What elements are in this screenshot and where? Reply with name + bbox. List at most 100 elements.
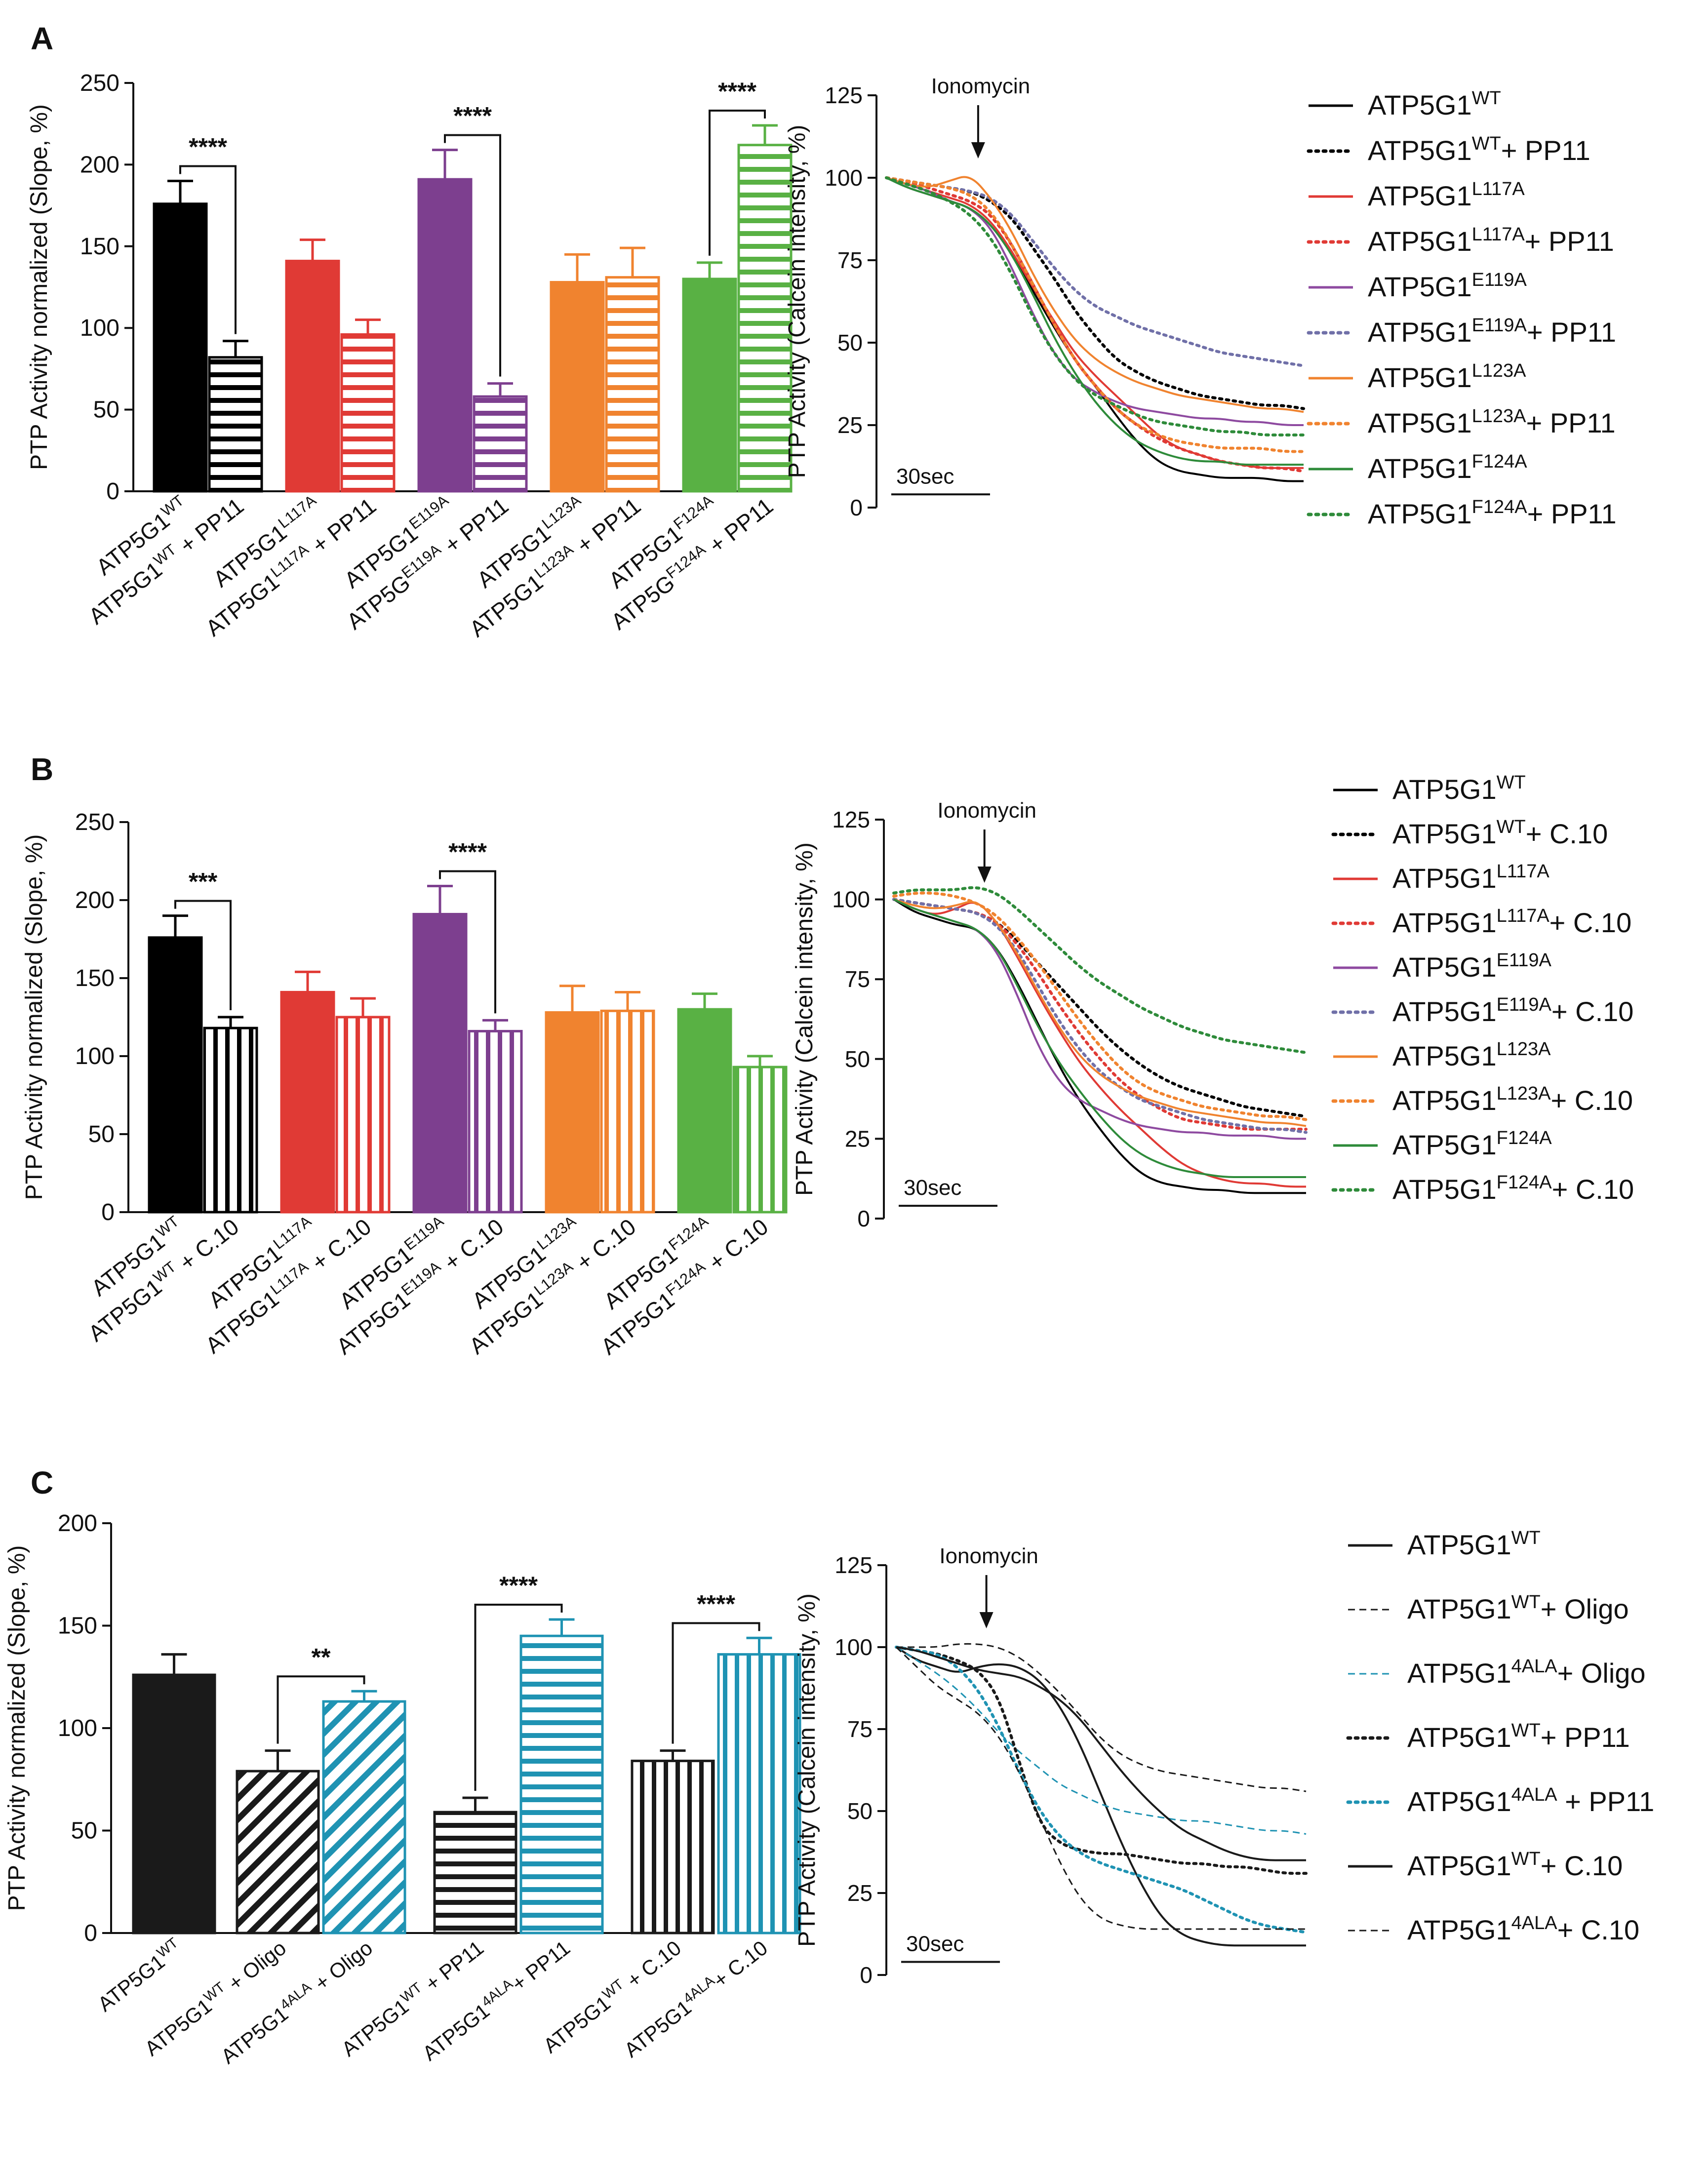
annotation-arrowhead [977,867,992,883]
legend-label-tail: + C.10 [1557,1914,1640,1945]
legend-label-sup: E119A [1472,270,1527,290]
bar [433,1811,517,1934]
y-tick-label: 150 [75,965,115,991]
legend-label-sup: WT [1511,1849,1541,1869]
legend-label-sup: WT [1511,1528,1541,1548]
bar-chart: 0 50 100 150 200 250 PTP Activity normalized (… [26,70,793,642]
x-tick-label-base: ATP5G1 [337,1995,413,2061]
series-line [895,1646,1306,1947]
legend-label-base: ATP5G1 [1368,362,1472,393]
x-tick-label: ATP5G1WT [92,1935,187,2016]
bar [153,202,208,493]
y-axis-title: PTP Activity normalized (Slope, %) [26,104,52,470]
bar [468,1029,523,1214]
x-tick-label: ATP5G14ALA+ C.10 [619,1935,772,2062]
legend-label-base: ATP5G1 [1407,1658,1511,1689]
legend-label-tail: + PP11 [1526,407,1616,438]
y-axis-title: PTP Activity (Calcein intensity, %) [784,125,810,478]
scale-bar-label: 30sec [906,1932,964,1956]
x-tick-label-tail: + PP11 [507,1936,574,1996]
bar [280,990,335,1214]
significance-bracket [174,900,232,1010]
x-tick-label-tail: + C.10 [618,1936,685,1996]
bar [417,178,473,493]
bar [208,356,263,493]
legend-label-sup: L123A [1497,1039,1551,1060]
legend-label-tail: + PP11 [1541,1722,1630,1753]
legend-label-sup: L123A [1472,406,1527,427]
legend-label-base: ATP5G1 [1407,1722,1511,1753]
bar [340,333,396,493]
legend-label-base: ATP5G1 [1392,774,1497,805]
y-tick-label: 200 [58,1510,97,1537]
x-tick-label-base: ATP5G1 [418,1999,494,2065]
legend-label-sup: WT [1511,1592,1541,1613]
x-tick-label-base: ATP5G1 [91,508,174,580]
panel-letter: A [31,21,53,56]
series-line [896,1643,1307,1792]
legend-label: ATP5G1L117A+ PP11 [1368,224,1614,257]
legend-label-base: ATP5G1 [1368,89,1472,120]
panel-C: C 0 50 100 150 200 PTP Activity normalized (Sl… [4,1465,1654,2068]
y-tick-label: 125 [832,807,870,832]
significance-bracket [709,110,766,256]
x-tick-label-tail: + C.10 [169,1214,243,1279]
legend-label: ATP5G1L117A [1392,861,1549,894]
x-tick-label-base: ATP5G1 [539,1991,614,2057]
panel-letter: C [31,1465,53,1500]
legend-label-base: ATP5G1 [1368,271,1472,302]
legend-label-sup: WT [1511,1720,1541,1741]
legend-label: ATP5G1WT+ C.10 [1392,817,1608,849]
x-tick-label-sup: F124A [670,491,716,533]
y-axis-title: PTP Activity (Calcein intensity, %) [794,1593,820,1947]
annotation-arrowhead [979,1612,993,1628]
x-tick-label-tail: + C.10 [566,1214,640,1279]
bar [600,1009,655,1214]
legend-label-sup: L117A [1472,179,1525,199]
legend-label: ATP5G1WT+ C.10 [1407,1849,1623,1881]
legend-label-base: ATP5G1 [1368,407,1472,438]
legend-label-base: ATP5G1 [1392,951,1497,983]
legend-label-tail: + Oligo [1557,1658,1646,1689]
y-tick-label: 150 [58,1613,97,1639]
series-line [886,177,1304,466]
legend-label-base: ATP5G1 [1392,996,1497,1027]
y-tick-label: 50 [837,330,863,355]
significance-label: **** [718,78,756,105]
y-tick-label: 200 [80,152,119,178]
significance-label: **** [189,133,227,160]
significance-bracket [277,1675,365,1744]
series-line [885,176,1305,473]
significance-label: ** [312,1643,331,1671]
legend-label: ATP5G14ALA+ C.10 [1407,1913,1639,1945]
legend-label: ATP5G1L117A [1368,179,1525,211]
legend-label-tail: + PP11 [1557,1786,1655,1817]
series-line [892,898,1308,1131]
legend-label-sup: E119A [1472,315,1527,336]
legend-label-base: ATP5G1 [1407,1593,1511,1624]
legend-label: ATP5G1WT [1368,88,1501,120]
legend-label-base: ATP5G1 [1392,1129,1497,1160]
legend-label-base: ATP5G1 [1368,316,1472,348]
legend-label-base: ATP5G1 [1368,226,1472,257]
bar [545,1011,600,1214]
y-tick-label: 0 [101,1199,115,1225]
legend-label-tail: + PP11 [1527,498,1617,529]
legend-label: ATP5G1WT+ PP11 [1368,133,1590,166]
legend-label: ATP5G14ALA+ Oligo [1407,1656,1646,1689]
legend-label-tail: + C.10 [1526,818,1608,849]
legend-label-base: ATP5G1 [1392,1085,1497,1116]
legend-label-sup: WT [1497,772,1526,793]
x-tick-label-tail: + C.10 [302,1214,376,1279]
legend-label: ATP5G1L123A+ PP11 [1368,406,1616,438]
legend-label-sup: E119A [1497,950,1552,971]
y-tick-label: 150 [80,234,119,260]
legend-label: ATP5G1F124A+ PP11 [1368,497,1617,529]
y-tick-label: 200 [75,887,115,913]
x-tick-label-tail: + Oligo [219,1936,290,1999]
bar [737,144,793,493]
x-tick-label-tail: + Oligo [306,1936,377,1999]
y-tick-label: 0 [857,1206,870,1231]
bar-chart: 0 50 100 150 200 250 PTP Activity normalized (… [21,809,788,1360]
